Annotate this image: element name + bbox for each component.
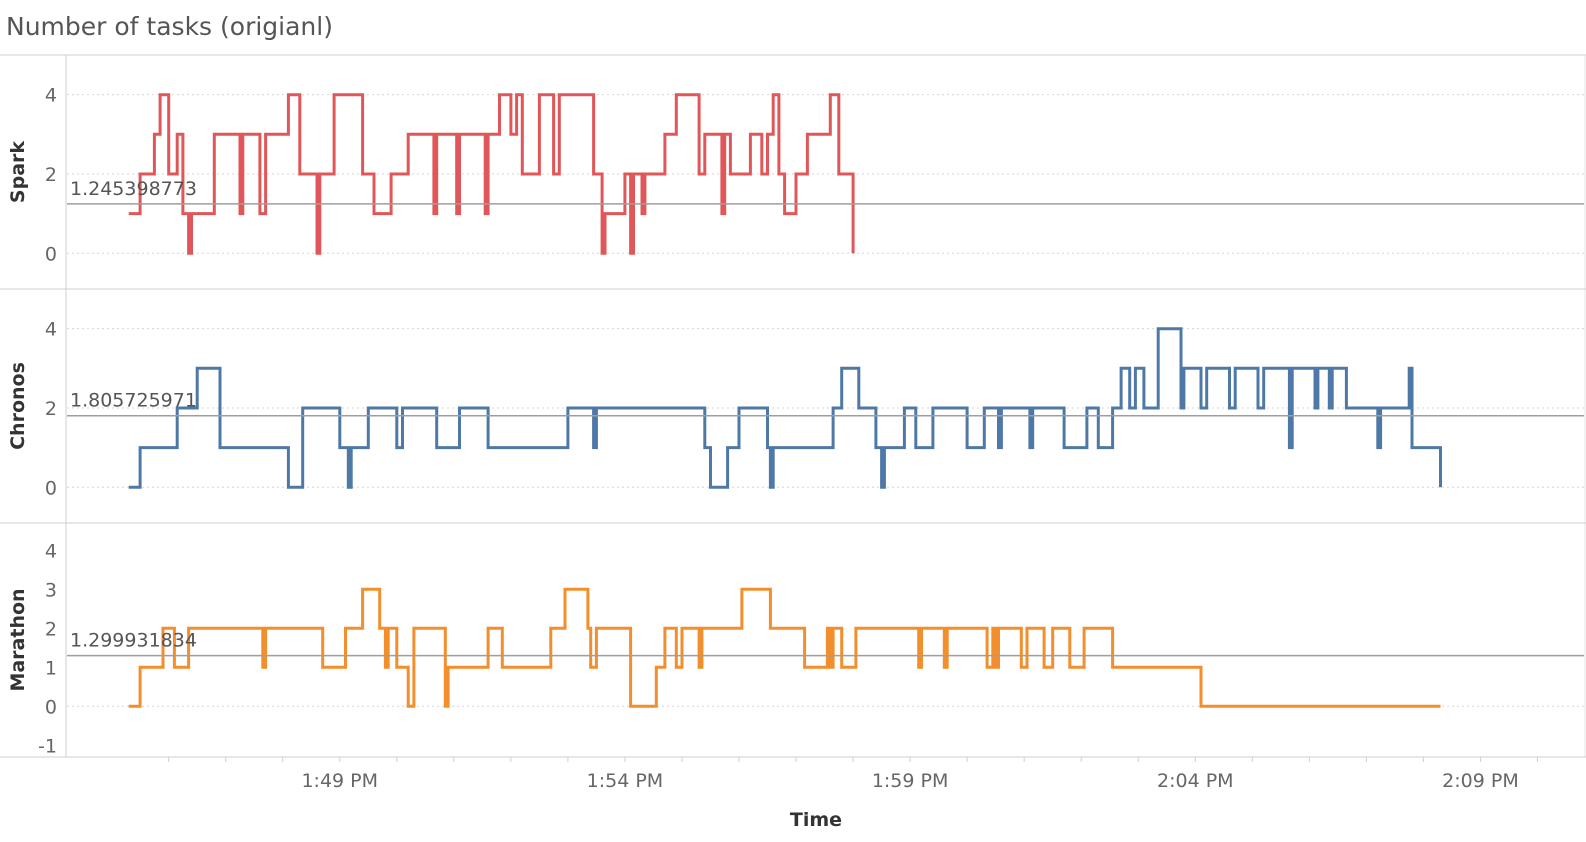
reference-label: 1.245398773	[70, 178, 197, 200]
y-tick-label: 0	[45, 477, 57, 499]
panel-label: Spark	[7, 141, 29, 203]
x-tick-label: 1:54 PM	[587, 770, 664, 792]
y-tick-label: 2	[45, 398, 57, 420]
series-line-chronos	[128, 327, 1442, 489]
panel-spark: 0 2 4 Spark 1.245398773	[7, 85, 1584, 265]
x-tick-label: 2:09 PM	[1442, 770, 1519, 792]
panel-label: Chronos	[7, 362, 29, 450]
x-tick-label: 2:04 PM	[1157, 770, 1234, 792]
series-line-spark	[128, 93, 855, 255]
panel-marathon: -1 0 1 2 3 4 Marathon 1.299931834	[7, 540, 1584, 757]
y-tick-label: 4	[45, 540, 57, 562]
reference-label: 1.805725971	[70, 390, 197, 412]
chart-frame	[0, 54, 1586, 758]
y-tick-label: 3	[45, 579, 57, 601]
y-tick-label: 2	[45, 164, 57, 186]
panel-label: Marathon	[7, 588, 29, 691]
y-tick-label: 1	[45, 657, 57, 679]
y-tick-label: 4	[45, 319, 57, 341]
y-tick-label: 4	[45, 85, 57, 107]
x-tick-label: 1:59 PM	[872, 770, 949, 792]
y-tick-label: 2	[45, 618, 57, 640]
chart-panels: 0 2 4 Spark 1.245398773 0 2 4 Chronos 1.805725971…	[7, 85, 1584, 757]
y-tick-label: -1	[38, 735, 57, 757]
x-axis-title: Time	[790, 809, 842, 831]
series-line-marathon	[128, 587, 1441, 708]
y-tick-label: 0	[45, 243, 57, 265]
x-tick-label: 1:49 PM	[301, 770, 378, 792]
y-tick-label: 0	[45, 696, 57, 718]
reference-label: 1.299931834	[70, 630, 197, 652]
panel-chronos: 0 2 4 Chronos 1.805725971	[7, 319, 1584, 499]
chart-title: Number of tasks (origianl)	[6, 12, 333, 41]
x-axis: 1:49 PM 1:54 PM 1:59 PM 2:04 PM 2:09 PM	[168, 757, 1538, 792]
